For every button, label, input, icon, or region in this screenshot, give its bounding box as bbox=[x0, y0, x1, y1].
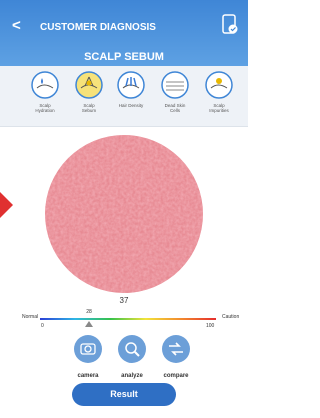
tab-icon bbox=[160, 70, 190, 100]
tab-label: Hair Density bbox=[118, 103, 144, 108]
action-label: analyze bbox=[112, 373, 152, 379]
page-subtitle: SCALP SEBUM bbox=[0, 51, 248, 63]
tab[interactable]: Scalp Hydration bbox=[23, 70, 67, 113]
action-button[interactable]: analyze bbox=[112, 334, 152, 379]
action-icon bbox=[161, 334, 191, 364]
back-button[interactable]: < bbox=[12, 17, 21, 34]
action-button[interactable]: camera bbox=[68, 334, 108, 379]
scale-left-label: Normal bbox=[22, 314, 38, 320]
scalp-image bbox=[44, 134, 204, 294]
tab[interactable]: Dead Skin Cells bbox=[153, 70, 197, 113]
tab-label: Scalp Sebum bbox=[76, 103, 102, 113]
screen: < CUSTOMER DIAGNOSIS SCALP SEBUM 37 Norm… bbox=[0, 0, 248, 418]
action-icon bbox=[73, 334, 103, 364]
tab-label: Scalp Hydration bbox=[32, 103, 58, 113]
action-button[interactable]: compare bbox=[156, 334, 196, 379]
pointer-arrow bbox=[0, 192, 14, 218]
scale-right-label: Caution bbox=[222, 314, 239, 320]
tab-label: Scalp Impurities bbox=[206, 103, 232, 113]
tab[interactable]: Scalp Impurities bbox=[197, 70, 241, 113]
tab-label: Dead Skin Cells bbox=[162, 103, 188, 113]
result-button[interactable]: Result bbox=[72, 383, 176, 406]
menu-icon[interactable] bbox=[222, 14, 238, 36]
action-label: camera bbox=[68, 373, 108, 379]
marker-label: 28 bbox=[86, 309, 92, 315]
tab-icon bbox=[30, 70, 60, 100]
scale-min: 0 bbox=[41, 323, 44, 329]
scale-max: 100 bbox=[206, 323, 214, 329]
tab[interactable]: Scalp Sebum bbox=[67, 70, 111, 113]
tab-icon bbox=[74, 70, 104, 100]
tab[interactable]: Hair Density bbox=[109, 70, 153, 108]
scale-bar bbox=[40, 318, 216, 320]
action-label: compare bbox=[156, 373, 196, 379]
marker bbox=[85, 321, 93, 327]
tab-icon bbox=[116, 70, 146, 100]
tab-icon bbox=[204, 70, 234, 100]
action-icon bbox=[117, 334, 147, 364]
reading-value: 37 bbox=[0, 296, 248, 305]
header-title: CUSTOMER DIAGNOSIS bbox=[40, 22, 156, 33]
